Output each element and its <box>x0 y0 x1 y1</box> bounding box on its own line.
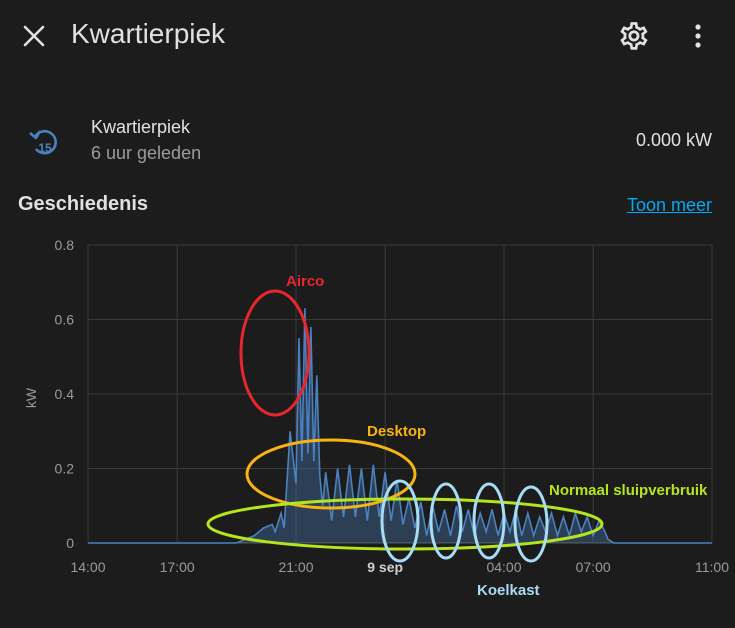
chart-grid <box>87 244 713 544</box>
history-title: Geschiedenis <box>18 193 149 215</box>
desktop-annotation-ellipse <box>245 438 417 510</box>
y-axis-label: kW <box>23 387 39 408</box>
close-icon <box>23 25 45 47</box>
x-tick-label: 11:00 <box>695 559 729 575</box>
fridge-annotation-ellipse-3 <box>472 482 506 560</box>
desktop-annotation-label: Desktop <box>367 423 426 440</box>
dots-vertical-icon <box>695 24 701 48</box>
dialog-title: Kwartierpiek <box>71 18 226 49</box>
y-tick-label: 0.6 <box>55 312 75 328</box>
series-line <box>88 308 712 544</box>
show-more-link[interactable]: Toon meer <box>626 195 712 215</box>
entity-row[interactable]: 15 Kwartierpiek 6 uur geleden 0.000 kW <box>0 105 735 175</box>
dialog-header: Kwartierpiek <box>0 0 735 70</box>
history-chart: 0 0.2 0.4 0.6 0.8 14:00 17:00 21:00 9 sep 04:00 0… <box>23 237 729 599</box>
y-tick-label: 0.2 <box>55 461 75 477</box>
airco-annotation-label: Airco <box>286 273 324 290</box>
close-button[interactable] <box>14 16 54 56</box>
more-options-button[interactable] <box>678 16 718 56</box>
y-axis-ticks: 0 0.2 0.4 0.6 0.8 <box>55 237 75 551</box>
x-tick-label: 21:00 <box>278 559 313 575</box>
airco-annotation-ellipse <box>239 289 311 417</box>
entity-last-changed: 6 uur geleden <box>91 143 202 163</box>
fridge-annotation-ellipse-4 <box>513 485 549 563</box>
svg-text:15: 15 <box>38 141 52 155</box>
history-15-icon: 15 <box>29 129 57 155</box>
gear-icon <box>620 22 648 50</box>
y-tick-label: 0 <box>66 535 74 551</box>
x-tick-label: 14:00 <box>70 559 105 575</box>
x-tick-label: 9 sep <box>367 559 403 575</box>
settings-button[interactable] <box>614 16 654 56</box>
y-tick-label: 0.8 <box>55 237 75 253</box>
entity-name: Kwartierpiek <box>91 117 191 137</box>
fridge-annotation-label: Koelkast <box>477 582 540 599</box>
x-tick-label: 07:00 <box>576 559 611 575</box>
fridge-annotation-ellipse-1 <box>380 479 420 563</box>
x-tick-label: 17:00 <box>160 559 195 575</box>
x-axis-ticks: 14:00 17:00 21:00 9 sep 04:00 07:00 11:00 <box>70 559 729 575</box>
standby-annotation-label: Normaal sluipverbruik <box>549 482 708 499</box>
y-tick-label: 0.4 <box>55 386 75 402</box>
x-tick-label: 04:00 <box>486 559 521 575</box>
entity-state-value: 0.000 kW <box>635 130 712 150</box>
standby-annotation-ellipse <box>206 497 604 551</box>
fridge-annotation-ellipse-2 <box>429 482 463 560</box>
